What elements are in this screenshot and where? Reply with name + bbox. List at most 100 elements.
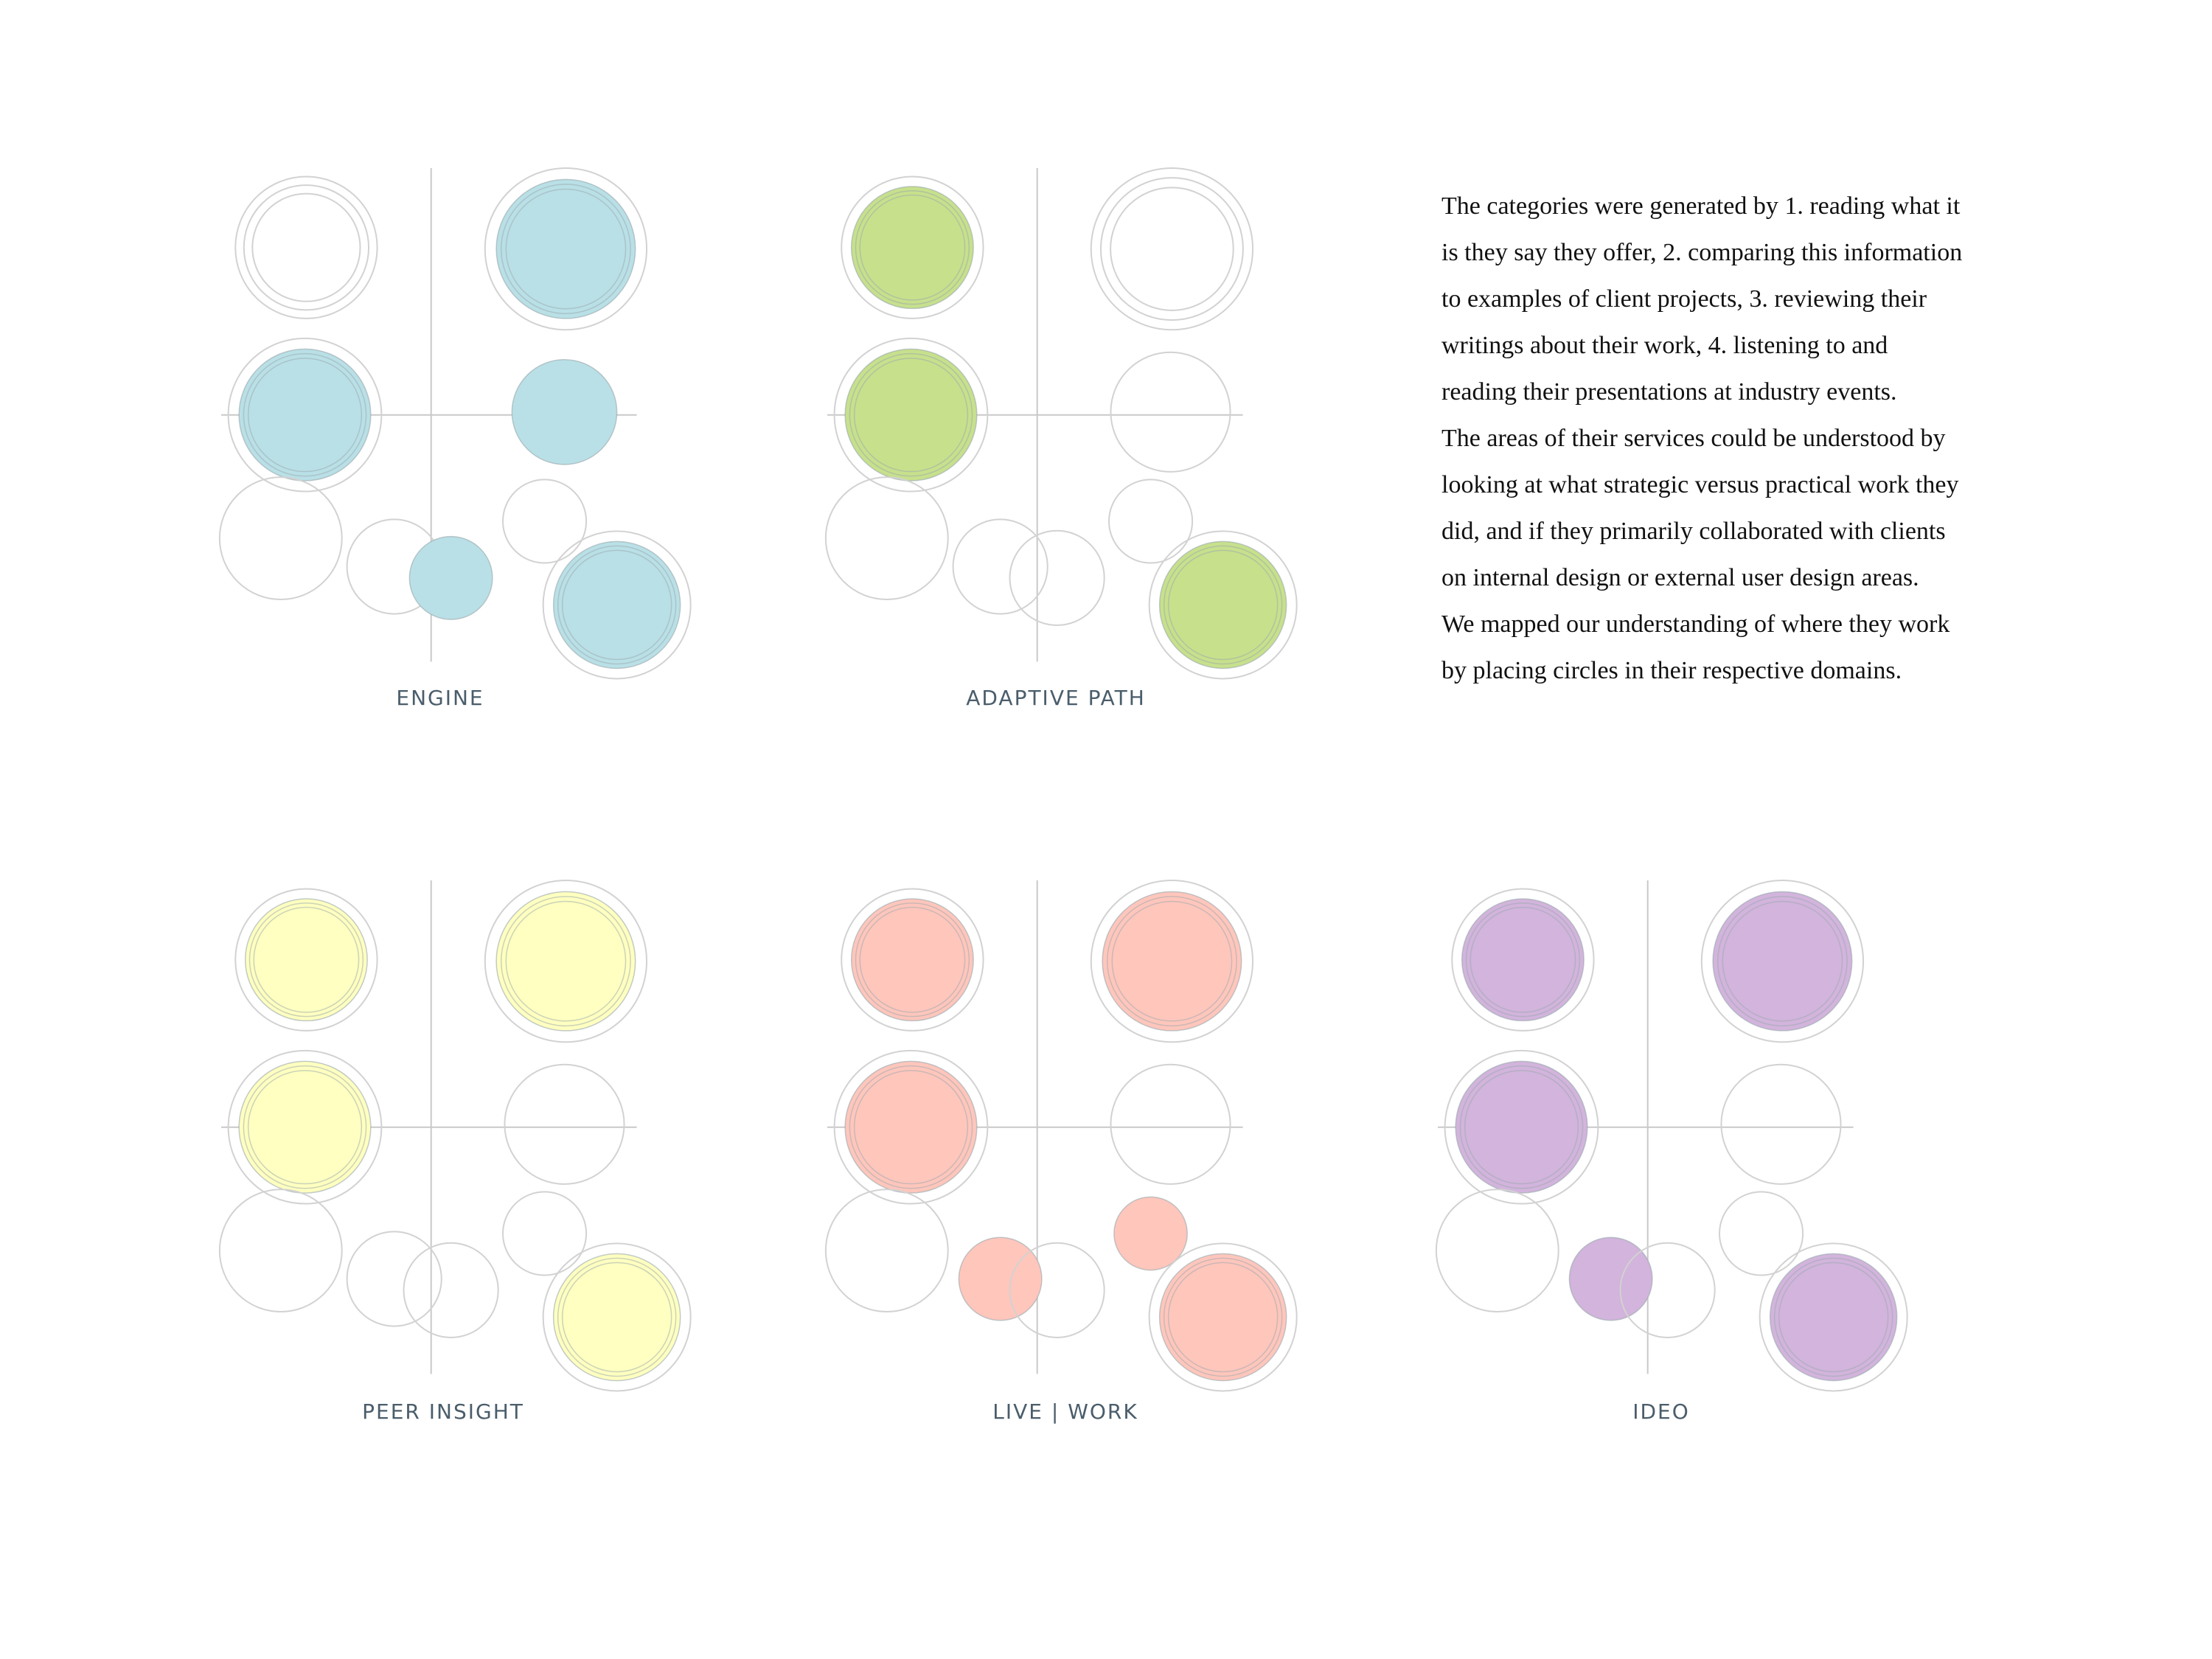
inner-ring: [1163, 545, 1283, 665]
quadrant-diagram: [1435, 880, 1908, 1392]
diagram-label: IDEO: [1632, 1399, 1690, 1424]
paragraph-line: did, and if they primarily collaborated …: [1441, 518, 1946, 545]
diagram-label: LIVE | WORK: [992, 1399, 1138, 1424]
outline-circle: [227, 337, 383, 493]
outline-circle: [502, 479, 588, 564]
inner-ring: [849, 352, 973, 477]
quadrant-diagram: [218, 167, 692, 680]
inner-ring: [1111, 900, 1233, 1022]
filled-domain-circle: [238, 1060, 372, 1194]
outline-circle: [1719, 1191, 1804, 1276]
outline-circle: [824, 476, 949, 600]
quadrant-diagram: [824, 880, 1298, 1392]
inner-ring: [251, 192, 361, 302]
inner-ring: [1464, 1070, 1579, 1185]
inner-ring: [1459, 1065, 1584, 1189]
explanation-paragraph: The categories were generated by 1. read…: [1441, 183, 2002, 694]
quadrant-diagram: [824, 167, 1298, 680]
inner-ring: [849, 1065, 973, 1189]
outline-circle: [1110, 1063, 1231, 1185]
inner-ring: [1465, 902, 1581, 1018]
filled-domain-circle: [244, 898, 368, 1022]
inner-ring: [853, 1070, 969, 1185]
inner-ring: [243, 1065, 367, 1189]
quadrant-diagram: [218, 880, 692, 1392]
outline-circle: [542, 530, 692, 680]
filled-domain-circle: [844, 1060, 978, 1194]
inner-ring: [853, 358, 969, 473]
inner-ring: [1778, 1262, 1889, 1373]
filled-domain-circle: [495, 891, 636, 1032]
inner-ring: [1167, 549, 1279, 661]
inner-ring: [557, 1257, 677, 1377]
outline-circle: [833, 337, 989, 493]
filled-domain-circle: [1568, 1237, 1653, 1321]
outline-circle: [1090, 167, 1254, 331]
diagram-label: ENGINE: [396, 686, 484, 710]
inner-ring: [557, 545, 677, 665]
paragraph-line: by placing circles in their respective d…: [1441, 657, 1902, 684]
paragraph-line: is they say they offer, 2. comparing thi…: [1441, 239, 1963, 266]
outline-circle: [841, 175, 984, 319]
outline-circle: [218, 476, 343, 600]
outline-circle: [1108, 479, 1194, 564]
inner-ring: [859, 194, 966, 301]
inner-ring: [1099, 177, 1244, 321]
outline-circle: [1435, 1189, 1559, 1312]
filled-domain-circle: [1158, 540, 1287, 669]
outline-circle: [234, 888, 378, 1032]
paragraph-line: looking at what strategic versus practic…: [1441, 471, 1959, 498]
outline-circle: [1720, 1063, 1842, 1185]
inner-ring: [243, 352, 367, 477]
outline-circle: [234, 175, 378, 319]
outline-circle: [1451, 888, 1595, 1032]
outline-circle: [227, 1049, 383, 1205]
outline-circle: [1110, 351, 1231, 473]
filled-domain-circle: [1769, 1253, 1898, 1382]
outline-circle: [1009, 1242, 1105, 1338]
inner-ring: [1722, 900, 1843, 1022]
filled-domain-circle: [552, 1253, 681, 1382]
outline-circle: [1148, 530, 1298, 680]
outline-circle: [833, 1049, 989, 1205]
outline-circle: [346, 1231, 442, 1327]
filled-domain-circle: [1455, 1060, 1588, 1194]
inner-ring: [1163, 1257, 1283, 1377]
outline-circle: [542, 1242, 692, 1392]
inner-ring: [1110, 187, 1234, 311]
inner-ring: [855, 190, 970, 305]
outline-circle: [1444, 1049, 1599, 1205]
filled-domain-circle: [1461, 898, 1585, 1022]
filled-domain-circle: [850, 186, 974, 310]
filled-domain-circle: [1102, 891, 1242, 1032]
outline-circle: [952, 518, 1048, 615]
inner-ring: [1773, 1257, 1893, 1377]
outline-circle: [218, 1189, 343, 1312]
filled-domain-circle: [958, 1237, 1043, 1321]
diagram-label: ADAPTIVE PATH: [966, 686, 1146, 710]
filled-domain-circle: [1712, 891, 1853, 1032]
inner-ring: [505, 188, 627, 310]
outline-circle: [824, 1189, 949, 1312]
outline-circle: [1619, 1242, 1716, 1338]
inner-ring: [247, 358, 363, 473]
filled-domain-circle: [850, 898, 974, 1022]
inner-ring: [561, 549, 672, 661]
outline-circle: [484, 880, 648, 1043]
outline-circle: [1700, 880, 1865, 1043]
outline-circle: [403, 1242, 499, 1338]
filled-domain-circle: [1158, 1253, 1287, 1382]
inner-ring: [248, 902, 364, 1018]
paragraph-line: The categories were generated by 1. read…: [1441, 192, 1961, 220]
paragraph-line: writings about their work, 4. listening …: [1441, 332, 1888, 359]
outline-circle: [484, 167, 648, 331]
inner-ring: [253, 906, 360, 1013]
diagram-label: PEER INSIGHT: [362, 1399, 524, 1424]
outline-circle: [1148, 1242, 1298, 1392]
outline-circle: [841, 888, 984, 1032]
inner-ring: [1106, 896, 1237, 1027]
inner-ring: [561, 1262, 672, 1373]
inner-ring: [500, 184, 631, 315]
paragraph-line: to examples of client projects, 3. revie…: [1441, 285, 1927, 313]
